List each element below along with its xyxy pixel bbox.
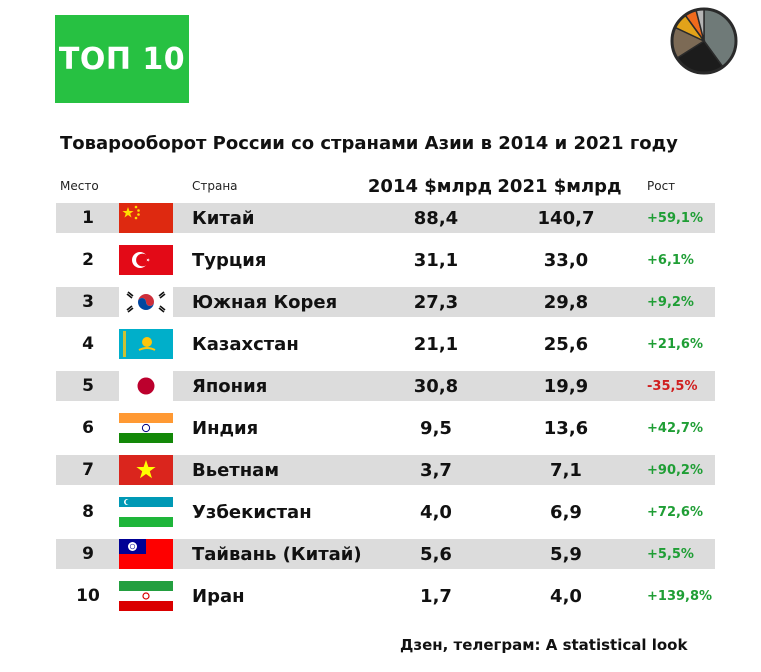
table-row: 5 Япония 30,8 19,9 -35,5%: [56, 371, 715, 401]
value-2014-cell: 88,4: [413, 207, 459, 229]
country-cell: Китай: [192, 207, 255, 229]
rank-cell: 8: [82, 502, 94, 522]
growth-cell: +21,6%: [647, 336, 703, 352]
growth-cell: +72,6%: [647, 504, 703, 520]
value-2014-cell: 21,1: [413, 333, 459, 355]
country-cell: Иран: [192, 585, 245, 607]
header-2014: 2014 $млрд: [367, 175, 493, 197]
value-2014-cell: 4,0: [420, 501, 452, 523]
south-korea-flag-icon: [119, 287, 173, 317]
growth-cell: +59,1%: [647, 210, 703, 226]
rank-cell: 10: [76, 586, 100, 606]
growth-cell: +42,7%: [647, 420, 703, 436]
table-row: 6 Индия 9,5 13,6 +42,7%: [56, 413, 715, 443]
rank-cell: 4: [82, 334, 94, 354]
value-2021-cell: 19,9: [543, 375, 589, 397]
taiwan-flag-icon: [119, 539, 173, 569]
turkey-flag-icon: [119, 245, 173, 275]
india-flag-icon: [119, 413, 173, 443]
value-2021-cell: 29,8: [543, 291, 589, 313]
table-row: 2 Турция 31,1 33,0 +6,1%: [56, 245, 715, 275]
country-cell: Казахстан: [192, 333, 299, 355]
country-cell: Турция: [192, 249, 267, 271]
growth-cell: +90,2%: [647, 462, 703, 478]
value-2014-cell: 31,1: [413, 249, 459, 271]
growth-cell: -35,5%: [647, 378, 698, 394]
rank-cell: 1: [82, 208, 94, 228]
rank-cell: 2: [82, 250, 94, 270]
country-cell: Индия: [192, 417, 259, 439]
country-cell: Южная Корея: [192, 291, 338, 313]
value-2021-cell: 7,1: [550, 459, 582, 481]
rank-cell: 3: [82, 292, 94, 312]
value-2021-cell: 6,9: [550, 501, 582, 523]
value-2021-cell: 13,6: [543, 417, 589, 439]
iran-flag-icon: [119, 581, 173, 611]
value-2021-cell: 33,0: [543, 249, 589, 271]
country-cell: Узбекистан: [192, 501, 312, 523]
uzbekistan-flag-icon: [119, 497, 173, 527]
value-2021-cell: 5,9: [550, 543, 582, 565]
value-2014-cell: 5,6: [420, 543, 452, 565]
header-2021: 2021 $млрд: [497, 175, 622, 197]
country-cell: Вьетнам: [192, 459, 280, 481]
rank-cell: 5: [82, 376, 94, 396]
growth-cell: +9,2%: [647, 294, 694, 310]
table-row: 1 Китай 88,4 140,7 +59,1%: [56, 203, 715, 233]
value-2014-cell: 30,8: [413, 375, 459, 397]
top10-badge: ТОП 10: [55, 15, 189, 103]
growth-cell: +6,1%: [647, 252, 694, 268]
value-2014-cell: 1,7: [420, 585, 452, 607]
value-2021-cell: 4,0: [550, 585, 582, 607]
rank-cell: 9: [82, 544, 94, 564]
table-row: 4 Казахстан 21,1 25,6 +21,6%: [56, 329, 715, 359]
footer-credit: Дзен, телеграм: A statistical look: [400, 636, 688, 654]
table-row: 7 Вьетнам 3,7 7,1 +90,2%: [56, 455, 715, 485]
rank-cell: 6: [82, 418, 94, 438]
china-flag-icon: [119, 203, 173, 233]
vietnam-flag-icon: [119, 455, 173, 485]
growth-cell: +5,5%: [647, 546, 694, 562]
country-cell: Тайвань (Китай): [192, 543, 362, 565]
header-growth: Рост: [647, 179, 676, 193]
value-2014-cell: 3,7: [420, 459, 452, 481]
value-2014-cell: 9,5: [420, 417, 452, 439]
header-place: Место: [60, 179, 99, 193]
rank-cell: 7: [82, 460, 94, 480]
japan-flag-icon: [119, 371, 173, 401]
table-row: 10 Иран 1,7 4,0 +139,8%: [56, 581, 715, 611]
table-row: 3 Южная Корея 27,3 29,8 +9,2%: [56, 287, 715, 317]
header-country: Страна: [192, 179, 238, 193]
pie-chart-icon: [670, 7, 738, 75]
value-2021-cell: 25,6: [543, 333, 589, 355]
value-2014-cell: 27,3: [413, 291, 459, 313]
country-cell: Япония: [192, 375, 268, 397]
growth-cell: +139,8%: [647, 588, 713, 604]
kazakhstan-flag-icon: [119, 329, 173, 359]
value-2021-cell: 140,7: [537, 207, 595, 229]
table-row: 9 Тайвань (Китай) 5,6 5,9 +5,5%: [56, 539, 715, 569]
chart-title: Товарооборот России со странами Азии в 2…: [60, 133, 678, 154]
table-row: 8 Узбекистан 4,0 6,9 +72,6%: [56, 497, 715, 527]
